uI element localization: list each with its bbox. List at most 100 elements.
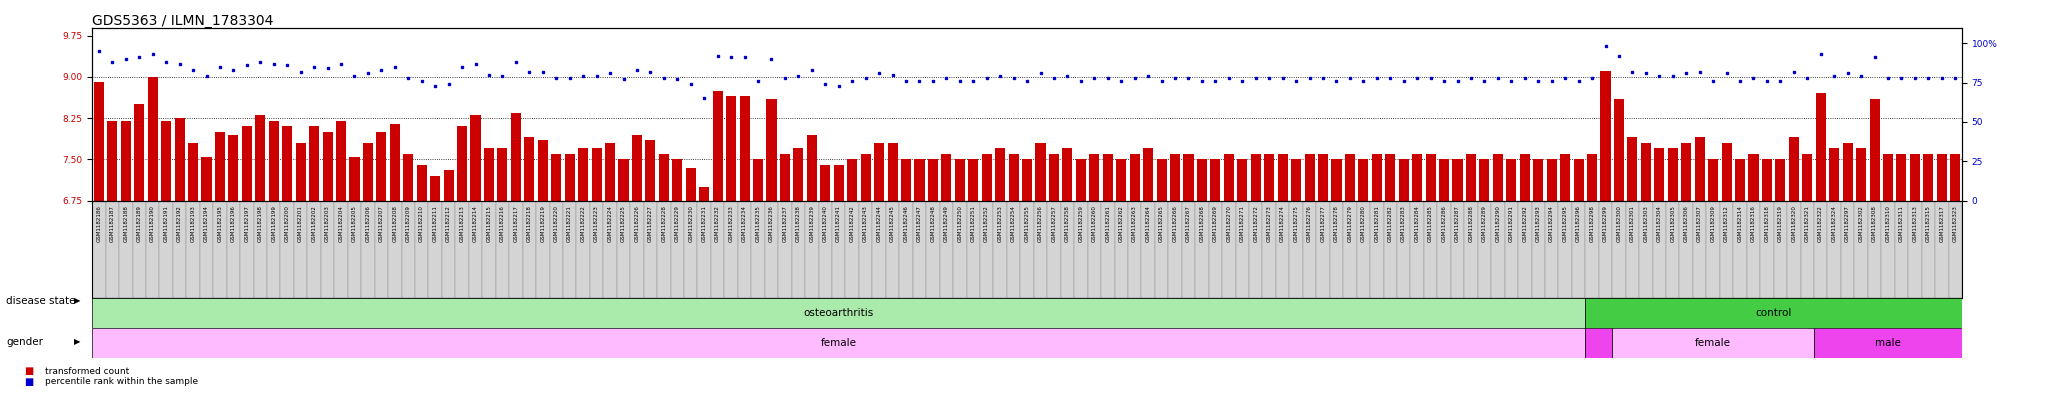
Bar	[1317, 201, 1329, 298]
Bar	[1614, 99, 1624, 201]
Bar	[1251, 154, 1262, 201]
Text: gender: gender	[6, 337, 43, 347]
Bar	[106, 201, 119, 298]
Text: GSM1182232: GSM1182232	[715, 206, 721, 242]
Bar	[793, 149, 803, 201]
Text: control: control	[1755, 308, 1792, 318]
Bar	[174, 118, 184, 201]
Bar	[1841, 201, 1853, 298]
Text: GSM1182255: GSM1182255	[1024, 206, 1030, 242]
Text: GSM1182241: GSM1182241	[836, 206, 842, 242]
Text: GSM1182246: GSM1182246	[903, 206, 909, 242]
Bar	[1073, 201, 1087, 298]
Text: GSM1182238: GSM1182238	[797, 206, 801, 242]
Bar	[1141, 201, 1155, 298]
Bar	[1774, 201, 1788, 298]
Bar	[672, 160, 682, 201]
Text: GSM1182291: GSM1182291	[1509, 206, 1513, 242]
Bar	[713, 91, 723, 201]
Text: GSM1182254: GSM1182254	[1012, 206, 1016, 242]
Bar	[266, 201, 281, 298]
Bar	[633, 135, 641, 201]
Bar	[1788, 201, 1800, 298]
Bar	[643, 201, 657, 298]
Text: GSM1182253: GSM1182253	[997, 206, 1004, 242]
Text: GSM1182302: GSM1182302	[1860, 206, 1864, 242]
Text: GSM1182319: GSM1182319	[1778, 206, 1784, 242]
Bar	[1573, 201, 1585, 298]
Text: GSM1182311: GSM1182311	[1898, 206, 1905, 242]
Text: GSM1182258: GSM1182258	[1065, 206, 1069, 242]
Bar	[133, 201, 145, 298]
Bar	[590, 201, 604, 298]
Bar	[496, 201, 510, 298]
Bar	[821, 165, 829, 201]
Bar	[1425, 154, 1436, 201]
Text: GSM1182261: GSM1182261	[1106, 206, 1110, 242]
Bar	[1655, 149, 1665, 201]
Bar	[848, 160, 858, 201]
Text: GSM1182273: GSM1182273	[1268, 206, 1272, 242]
Bar	[1761, 160, 1772, 201]
Text: GSM1182217: GSM1182217	[514, 206, 518, 242]
Text: GSM1182280: GSM1182280	[1360, 206, 1366, 242]
Text: GSM1182278: GSM1182278	[1333, 206, 1339, 242]
Bar	[1587, 154, 1597, 201]
Text: GSM1182237: GSM1182237	[782, 206, 786, 242]
Bar	[281, 201, 295, 298]
Bar	[1665, 201, 1679, 298]
Text: GSM1182189: GSM1182189	[137, 206, 141, 242]
Text: GSM1182211: GSM1182211	[432, 206, 438, 242]
Bar	[1776, 160, 1786, 201]
Bar	[1749, 154, 1759, 201]
Bar	[793, 201, 805, 298]
Text: GSM1182216: GSM1182216	[500, 206, 506, 242]
Bar	[659, 154, 670, 201]
Bar	[362, 143, 373, 201]
Bar	[1653, 201, 1665, 298]
Bar	[872, 201, 887, 298]
Bar	[1184, 154, 1194, 201]
Bar	[942, 154, 952, 201]
Text: GSM1182225: GSM1182225	[621, 206, 627, 242]
Bar	[670, 201, 684, 298]
Bar	[1237, 160, 1247, 201]
Text: ▶: ▶	[74, 338, 80, 346]
Bar	[162, 121, 172, 201]
Bar	[752, 201, 764, 298]
Text: GSM1182286: GSM1182286	[1442, 206, 1446, 242]
Bar	[1329, 201, 1343, 298]
Text: GSM1182188: GSM1182188	[123, 206, 129, 242]
Text: GSM1182243: GSM1182243	[862, 206, 868, 242]
Text: GSM1182257: GSM1182257	[1051, 206, 1057, 242]
Text: GSM1182260: GSM1182260	[1092, 206, 1098, 242]
Bar	[995, 149, 1006, 201]
Bar	[1130, 154, 1141, 201]
Bar	[1546, 160, 1556, 201]
Bar	[1210, 160, 1221, 201]
Bar	[618, 160, 629, 201]
Text: GSM1182313: GSM1182313	[1913, 206, 1917, 242]
Bar	[711, 201, 725, 298]
Bar	[1855, 149, 1866, 201]
Text: GSM1182212: GSM1182212	[446, 206, 451, 242]
Text: GSM1182287: GSM1182287	[1454, 206, 1460, 242]
Text: GSM1182267: GSM1182267	[1186, 206, 1192, 242]
Text: GSM1182290: GSM1182290	[1495, 206, 1501, 242]
Bar	[360, 201, 375, 298]
Text: GSM1182300: GSM1182300	[1616, 206, 1622, 242]
Bar	[469, 201, 481, 298]
Bar	[737, 201, 752, 298]
Bar	[1706, 201, 1720, 298]
Text: GSM1182223: GSM1182223	[594, 206, 600, 242]
Bar	[1815, 328, 1962, 358]
Text: GSM1182200: GSM1182200	[285, 206, 289, 242]
Bar	[1008, 201, 1020, 298]
Text: GSM1182318: GSM1182318	[1765, 206, 1769, 242]
Bar	[1034, 201, 1047, 298]
Text: GSM1182310: GSM1182310	[1886, 206, 1890, 242]
Text: GSM1182222: GSM1182222	[582, 206, 586, 242]
Bar	[1102, 201, 1114, 298]
Bar	[1882, 201, 1894, 298]
Text: GSM1182219: GSM1182219	[541, 206, 545, 242]
